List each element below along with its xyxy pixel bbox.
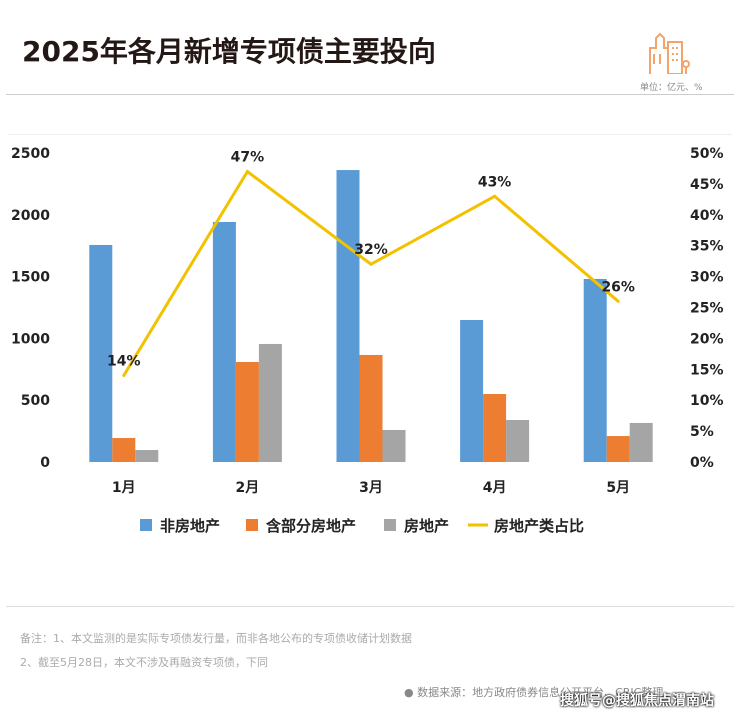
line-point xyxy=(369,262,373,266)
bar-含部分房地产 xyxy=(606,436,630,462)
y2-tick-label: 10% xyxy=(690,393,724,409)
bar-房地产 xyxy=(629,422,653,462)
unit-label: 单位：亿元、% xyxy=(640,83,703,93)
data-source: ● 数据来源：地方政府债券信息公开平台、CRIC整理 xyxy=(404,686,664,699)
x-tick-label: 4月 xyxy=(483,480,507,496)
y-tick-label: 2500 xyxy=(11,146,50,162)
legend-swatch xyxy=(140,519,152,531)
legend-swatch xyxy=(384,519,396,531)
bar-房地产 xyxy=(258,343,282,462)
y2-tick-label: 50% xyxy=(690,146,724,162)
x-tick-label: 2月 xyxy=(236,480,260,496)
x-tick-label: 1月 xyxy=(112,480,136,496)
building-icon xyxy=(649,32,690,74)
line-point xyxy=(616,299,620,303)
bar-含部分房地产 xyxy=(483,394,507,462)
legend-label: 非房地产 xyxy=(160,517,220,535)
y-tick-label: 2000 xyxy=(11,208,50,224)
data-label: 14% xyxy=(107,353,141,369)
legend-label: 房地产 xyxy=(404,517,449,535)
data-label: 32% xyxy=(354,242,388,258)
x-tick-label: 3月 xyxy=(359,480,383,496)
bar-房地产 xyxy=(382,429,406,462)
y2-tick-label: 5% xyxy=(690,424,714,440)
y2-tick-label: 20% xyxy=(690,331,724,347)
y-tick-label: 0 xyxy=(40,455,50,471)
y2-tick-label: 25% xyxy=(690,301,724,317)
line-point xyxy=(493,194,497,198)
page-title: 2025年各月新增专项债主要投向 xyxy=(22,35,436,68)
y-tick-label: 1500 xyxy=(11,270,50,286)
y2-tick-label: 30% xyxy=(690,270,724,286)
x-tick-label: 5月 xyxy=(606,480,630,496)
bar-非房地产 xyxy=(583,278,607,462)
bar-非房地产 xyxy=(89,244,113,462)
divider xyxy=(6,606,734,607)
note-1: 备注：1、本文监测的是实际专项债发行量，而非各地公布的专项债收储计划数据 xyxy=(20,632,412,645)
data-label: 43% xyxy=(478,174,512,190)
watermark: 搜狐号@搜狐焦点渭南站 xyxy=(560,693,714,709)
bar-含部分房地产 xyxy=(235,362,259,462)
bar-非房地产 xyxy=(212,221,236,462)
legend-swatch xyxy=(246,519,258,531)
line-point xyxy=(245,170,249,174)
y-tick-label: 1000 xyxy=(11,331,50,347)
data-label: 47% xyxy=(231,150,265,166)
y2-tick-label: 40% xyxy=(690,208,724,224)
y2-tick-label: 35% xyxy=(690,239,724,255)
bar-非房地产 xyxy=(460,319,484,462)
y-tick-label: 500 xyxy=(21,393,50,409)
bar-房地产 xyxy=(135,450,159,462)
chart: 0 500 1000 1500 2000 2500 0% 5% 10% 15% 20% 25% 30% 3… xyxy=(11,146,724,535)
y2-tick-label: 45% xyxy=(690,177,724,193)
y2-tick-label: 0% xyxy=(690,455,714,471)
bar-房地产 xyxy=(506,419,530,462)
legend-label: 房地产类占比 xyxy=(494,517,584,535)
bar-非房地产 xyxy=(336,170,360,462)
chart-panel xyxy=(8,134,732,605)
bar-含部分房地产 xyxy=(359,354,383,462)
legend-label: 含部分房地产 xyxy=(266,517,356,535)
note-2: 2、截至5月28日，本文不涉及再融资专项债，下同 xyxy=(20,656,268,669)
y2-tick-label: 15% xyxy=(690,362,724,378)
line-series xyxy=(122,169,620,377)
divider xyxy=(6,94,734,95)
data-label: 26% xyxy=(601,279,635,295)
line-point xyxy=(122,373,126,377)
bar-含部分房地产 xyxy=(112,438,136,462)
